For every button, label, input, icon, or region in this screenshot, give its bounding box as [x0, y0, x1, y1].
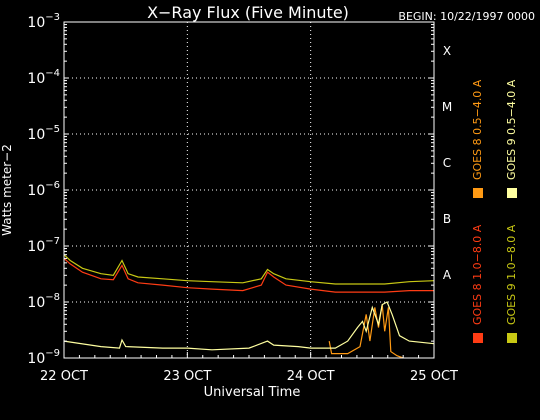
- series-line: [63, 257, 434, 293]
- legend-label: GOES 9 1.0−8.0 A: [505, 224, 518, 325]
- legend-label: GOES 8 1.0−8.0 A: [471, 224, 484, 325]
- x-axis-label: Universal Time: [204, 385, 301, 400]
- y-tick-label: 10−3: [27, 12, 60, 31]
- y-tick-label: 10−9: [27, 348, 60, 367]
- series-line: [328, 304, 404, 359]
- x-tick-label: 25 OCT: [410, 369, 458, 384]
- x-tick-label: 23 OCT: [163, 369, 211, 384]
- grid-layer: [64, 22, 434, 358]
- begin-label: BEGIN: 10/22/1997 0000: [398, 10, 535, 23]
- legend-swatch: [473, 188, 483, 198]
- series-layer: [63, 254, 435, 359]
- legend: GOES 8 1.0−8.0 A GOES 8 0.5−4.0 A GOES 9 1…: [471, 79, 518, 343]
- y-tick-label: 10−5: [27, 124, 60, 143]
- y-axis-label: Watts meter−2: [0, 144, 14, 236]
- axis-layer: 10−9 10−8 10−7 10−6 10−5 10−4 10−3 22 OCT 23 OCT…: [27, 12, 458, 384]
- flare-class-label: B: [443, 212, 451, 226]
- y-tick-label: 10−4: [27, 68, 60, 87]
- y-tick-label: 10−6: [27, 180, 60, 199]
- legend-swatch: [473, 333, 483, 343]
- x-tick-label: 24 OCT: [287, 369, 335, 384]
- legend-label: GOES 9 0.5−4.0 A: [505, 79, 518, 180]
- flare-class-label: C: [443, 156, 451, 170]
- series-line: [63, 301, 435, 351]
- legend-label: GOES 8 0.5−4.0 A: [471, 79, 484, 180]
- legend-swatch: [507, 333, 517, 343]
- y-tick-label: 10−7: [27, 236, 60, 255]
- x-tick-label: 22 OCT: [40, 369, 88, 384]
- flare-class-label: M: [442, 100, 452, 114]
- flare-class-label: X: [443, 44, 451, 58]
- series-line: [63, 254, 435, 285]
- chart-title: X−Ray Flux (Five Minute): [147, 3, 349, 22]
- y-tick-label: 10−8: [27, 292, 60, 311]
- flare-class-label: A: [443, 268, 452, 282]
- legend-swatch: [507, 188, 517, 198]
